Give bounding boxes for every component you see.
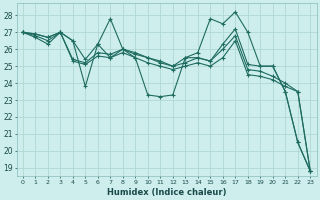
X-axis label: Humidex (Indice chaleur): Humidex (Indice chaleur) <box>107 188 226 197</box>
